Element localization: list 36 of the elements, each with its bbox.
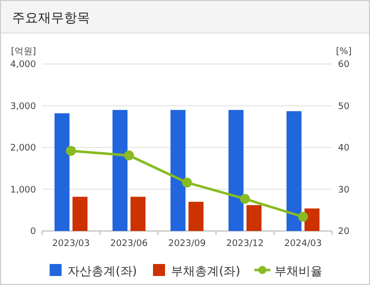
bar bbox=[130, 196, 146, 231]
bar bbox=[228, 110, 244, 231]
y2-tick-label: 60 bbox=[338, 60, 350, 70]
y-axis-title: [억원] bbox=[10, 47, 36, 57]
y2-tick-label: 50 bbox=[338, 102, 350, 112]
bar bbox=[54, 113, 70, 231]
x-tick-label: 2023/03 bbox=[52, 239, 90, 249]
bar bbox=[112, 110, 128, 231]
point bbox=[182, 178, 192, 188]
point bbox=[124, 150, 134, 160]
x-tick-label: 2023/12 bbox=[226, 239, 264, 249]
y-tick-label: 0 bbox=[30, 227, 36, 237]
x-tick-label: 2024/03 bbox=[284, 239, 322, 249]
bar bbox=[304, 208, 320, 231]
point bbox=[298, 212, 308, 222]
y-tick-label: 3,000 bbox=[10, 102, 36, 112]
point bbox=[66, 146, 76, 156]
bar bbox=[72, 196, 88, 231]
y-tick-label: 4,000 bbox=[10, 60, 36, 70]
point bbox=[240, 194, 250, 204]
bar bbox=[246, 205, 262, 231]
x-tick-label: 2023/06 bbox=[110, 239, 148, 249]
y2-axis-title: [%] bbox=[336, 47, 352, 57]
legend-label: 부채비율 bbox=[274, 264, 322, 278]
chart-title: 주요재무항목 bbox=[12, 11, 90, 26]
bar bbox=[188, 202, 204, 231]
y2-tick-label: 20 bbox=[338, 227, 350, 237]
legend-label: 자산총계(좌) bbox=[68, 264, 137, 278]
y-tick-label: 1,000 bbox=[10, 185, 36, 196]
bar bbox=[170, 110, 186, 231]
y2-tick-label: 40 bbox=[338, 144, 350, 154]
legend-label: 부채총계(좌) bbox=[171, 264, 240, 278]
y-tick-label: 2,000 bbox=[10, 144, 36, 154]
y2-tick-label: 30 bbox=[338, 185, 350, 196]
x-tick-label: 2023/09 bbox=[168, 239, 206, 249]
bar bbox=[286, 111, 302, 231]
